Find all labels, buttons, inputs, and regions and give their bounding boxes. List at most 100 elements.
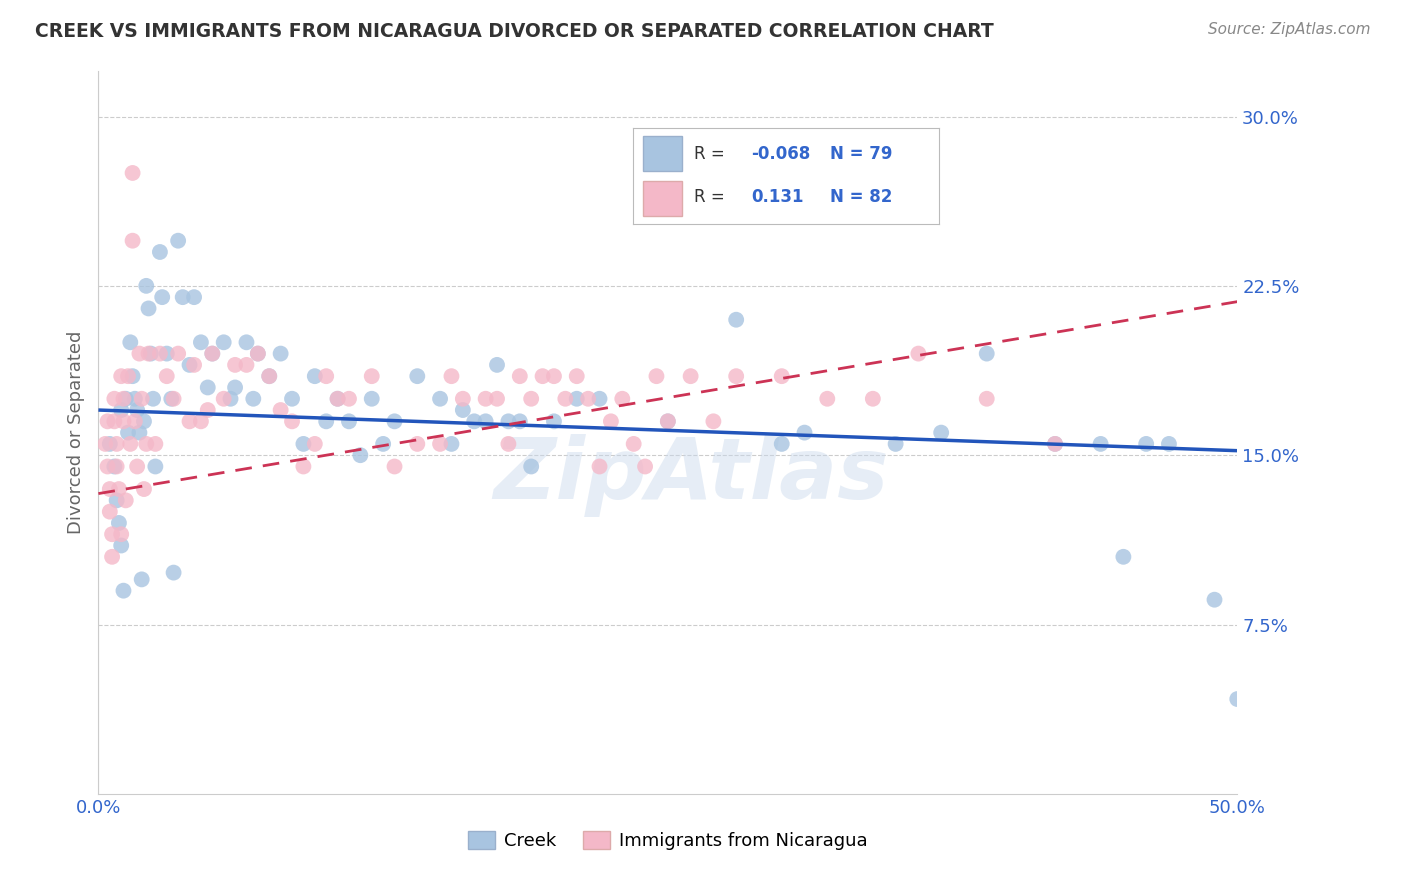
Point [565, 369, 588, 384]
Point [440, 437, 463, 451]
Point [690, 178, 713, 192]
Point [183, 290, 205, 304]
Point [429, 437, 451, 451]
Point [304, 437, 326, 451]
Point [235, 358, 257, 372]
Point [623, 437, 645, 451]
Point [135, 278, 157, 293]
Point [120, 335, 142, 350]
Point [793, 425, 815, 440]
Point [183, 358, 205, 372]
Point [197, 403, 219, 417]
Point [242, 392, 264, 406]
Point [498, 437, 520, 451]
Point [907, 346, 929, 360]
Point [451, 392, 474, 406]
Point [326, 392, 349, 406]
Bar [643, 136, 682, 171]
Text: Source: ZipAtlas.com: Source: ZipAtlas.com [1208, 22, 1371, 37]
Point [101, 527, 124, 541]
Point [315, 369, 337, 384]
Point [139, 346, 162, 360]
Point [98, 437, 121, 451]
Point [162, 392, 184, 406]
Point [98, 482, 121, 496]
Point [770, 369, 793, 384]
Point [167, 234, 190, 248]
Point [384, 414, 406, 428]
Point [138, 301, 160, 316]
Point [531, 369, 554, 384]
Point [451, 403, 474, 417]
Point [1043, 437, 1066, 451]
Point [509, 369, 531, 384]
Point [360, 392, 382, 406]
Point [520, 392, 543, 406]
Point [128, 425, 150, 440]
Point [360, 369, 382, 384]
Point [406, 369, 429, 384]
Point [110, 527, 132, 541]
Point [201, 346, 224, 360]
Point [474, 392, 496, 406]
Point [167, 346, 190, 360]
Point [486, 392, 509, 406]
Point [315, 414, 337, 428]
Point [600, 414, 623, 428]
Point [702, 414, 724, 428]
Point [103, 392, 125, 406]
Point [124, 392, 146, 406]
Point [588, 459, 610, 474]
Point [149, 346, 172, 360]
Point [259, 369, 281, 384]
Point [884, 437, 907, 451]
Point [112, 583, 135, 598]
Point [219, 392, 242, 406]
Point [96, 414, 118, 428]
Point [179, 358, 201, 372]
Point [588, 392, 610, 406]
Point [179, 414, 201, 428]
Point [292, 437, 315, 451]
Point [770, 437, 793, 451]
Point [127, 403, 149, 417]
Point [138, 346, 160, 360]
Point [212, 335, 235, 350]
Point [246, 346, 269, 360]
Point [976, 346, 998, 360]
Point [657, 414, 679, 428]
Point [224, 358, 246, 372]
Point [98, 505, 121, 519]
Point [1135, 437, 1157, 451]
Point [337, 392, 360, 406]
Point [384, 459, 406, 474]
Text: CREEK VS IMMIGRANTS FROM NICARAGUA DIVORCED OR SEPARATED CORRELATION CHART: CREEK VS IMMIGRANTS FROM NICARAGUA DIVOR… [35, 22, 994, 41]
Point [1157, 437, 1180, 451]
Point [520, 459, 543, 474]
Point [142, 392, 165, 406]
Point [337, 414, 360, 428]
Point [135, 437, 157, 451]
Point [149, 244, 172, 259]
Text: -0.068: -0.068 [751, 145, 810, 163]
Point [259, 369, 281, 384]
Point [509, 414, 531, 428]
Point [108, 482, 131, 496]
Point [1043, 437, 1066, 451]
Point [190, 414, 212, 428]
Point [554, 392, 576, 406]
Point [679, 369, 702, 384]
Point [160, 392, 183, 406]
Point [976, 392, 998, 406]
Point [474, 414, 496, 428]
Point [281, 392, 304, 406]
Point [127, 459, 149, 474]
Point [235, 335, 257, 350]
Point [103, 459, 125, 474]
Point [634, 459, 657, 474]
Point [326, 392, 349, 406]
Point [270, 403, 292, 417]
Point [929, 425, 952, 440]
Point [110, 403, 132, 417]
Text: N = 79: N = 79 [830, 145, 893, 163]
